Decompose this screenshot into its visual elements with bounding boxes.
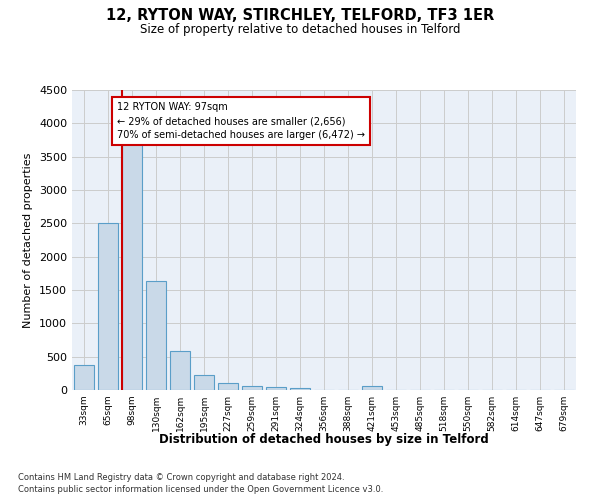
Text: Contains HM Land Registry data © Crown copyright and database right 2024.: Contains HM Land Registry data © Crown c… (18, 472, 344, 482)
Bar (290, 388, 310, 390)
Bar (146, 280, 166, 390)
Text: Size of property relative to detached houses in Telford: Size of property relative to detached ho… (140, 22, 460, 36)
Text: 12 RYTON WAY: 97sqm
← 29% of detached houses are smaller (2,656)
70% of semi-det: 12 RYTON WAY: 97sqm ← 29% of detached ho… (116, 102, 365, 140)
Bar (266, 387, 286, 390)
Bar (242, 386, 262, 390)
Bar (218, 383, 238, 390)
Text: Contains public sector information licensed under the Open Government Licence v3: Contains public sector information licen… (18, 485, 383, 494)
Bar (98, 224, 118, 390)
Bar (362, 386, 382, 390)
Bar (170, 350, 190, 390)
Bar (194, 375, 214, 390)
Text: 12, RYTON WAY, STIRCHLEY, TELFORD, TF3 1ER: 12, RYTON WAY, STIRCHLEY, TELFORD, TF3 1… (106, 8, 494, 22)
Text: Distribution of detached houses by size in Telford: Distribution of detached houses by size … (159, 432, 489, 446)
Bar (122, 140, 142, 390)
Y-axis label: Number of detached properties: Number of detached properties (23, 152, 34, 328)
Bar (74, 366, 94, 390)
